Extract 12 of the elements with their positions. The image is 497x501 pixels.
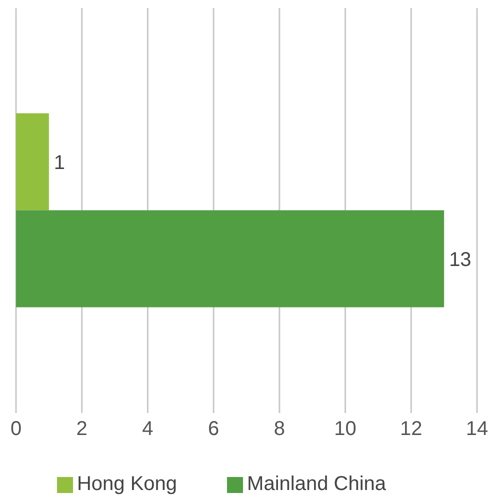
x-tick-label: 0 [10, 418, 22, 440]
legend-label: Mainland China [247, 473, 386, 495]
x-tick-label: 2 [76, 418, 88, 440]
x-tick-label: 12 [400, 418, 422, 440]
legend-label: Hong Kong [76, 473, 178, 495]
data-label: 13 [449, 248, 472, 271]
data-label: 1 [54, 152, 66, 174]
x-tick-label: 4 [142, 418, 154, 440]
x-tick-label: 6 [208, 418, 220, 440]
x-tick-label: 10 [334, 418, 356, 440]
x-tick-label: 8 [274, 418, 285, 440]
x-tick-label: 14 [466, 418, 488, 440]
